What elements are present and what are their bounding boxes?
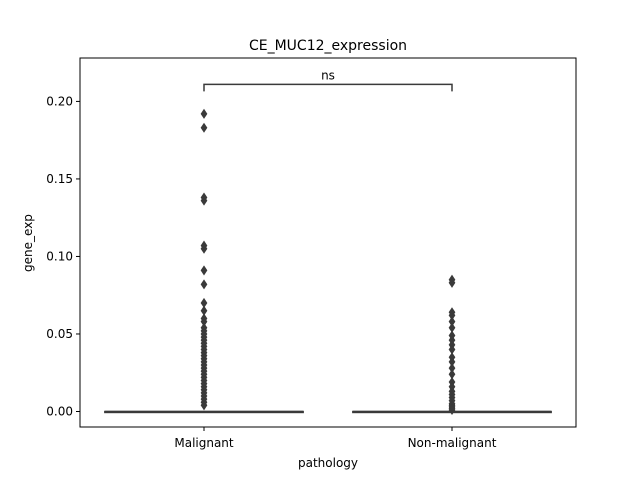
outlier-point <box>200 400 208 411</box>
x-axis-title: pathology <box>298 456 358 470</box>
x-tick-label: Non-malignant <box>408 436 497 450</box>
outlier-point <box>200 195 208 206</box>
significance-label: ns <box>321 68 335 82</box>
y-tick-label: 0.15 <box>46 172 73 186</box>
y-axis-title: gene_exp <box>21 214 35 272</box>
axes-frame <box>79 57 577 428</box>
significance-bracket <box>203 83 453 92</box>
outlier-point <box>200 108 208 119</box>
outlier-point <box>200 279 208 290</box>
outlier-point <box>448 404 456 415</box>
outlier-point <box>448 277 456 288</box>
outlier-point <box>200 122 208 133</box>
y-tick-label: 0.00 <box>46 404 73 418</box>
x-tick-label: Malignant <box>174 436 234 450</box>
y-tick-label: 0.05 <box>46 327 73 341</box>
y-tick-label: 0.20 <box>46 94 73 108</box>
outlier-point <box>200 265 208 276</box>
outlier-point <box>200 243 208 254</box>
plot-area: 0.00 0.05 0.10 0.15 0.20 Malignant Non-maligna… <box>46 57 577 450</box>
y-tick-label: 0.10 <box>46 249 73 263</box>
chart-title: CE_MUC12_expression <box>249 38 407 54</box>
